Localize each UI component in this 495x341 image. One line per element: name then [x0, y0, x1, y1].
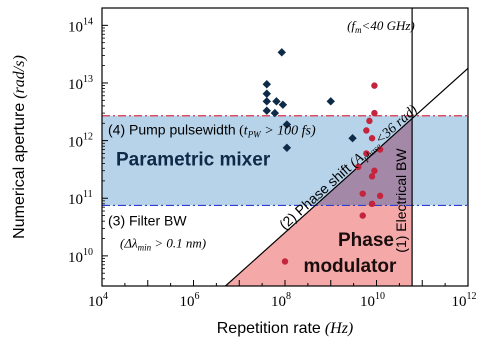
diamond-data-point	[262, 106, 271, 115]
diamond-data-point	[278, 100, 288, 109]
circle-data-point	[368, 173, 376, 180]
diamond-data-point	[348, 134, 357, 143]
filter-limit-condition: (Δλmin > 0.1 nm)	[120, 235, 206, 252]
diamond-data-point	[282, 120, 292, 129]
x-tick-label: 104	[88, 291, 108, 310]
y-tick-label: 1011	[68, 189, 93, 208]
diamond-data-point	[277, 48, 286, 57]
phase-modulator-label-line1: Phase	[338, 230, 394, 251]
circle-data-point	[363, 127, 370, 134]
parametric-mixer-label: Parametric mixer	[116, 149, 271, 170]
circle-data-point	[363, 150, 370, 157]
y-axis-label: Numerical aperture (rad/s)	[11, 55, 28, 239]
x-tick-label: 106	[180, 291, 200, 310]
diamond-data-point	[270, 108, 280, 118]
circle-data-point	[371, 109, 378, 117]
pump-limit-annotation: (4) Pump pulsewidth (tPW > 100 fs)	[108, 122, 316, 140]
electrical-limit-condition: (fm<40 GHz)	[347, 18, 415, 35]
circle-data-point	[359, 212, 366, 219]
diamond-data-point	[282, 143, 292, 153]
circle-data-point	[359, 190, 366, 197]
y-tick-label: 1013	[68, 74, 93, 93]
electrical-limit-annotation: (1) Electrical BW	[393, 148, 409, 253]
x-tick-label: 108	[271, 291, 291, 310]
circle-data-point	[371, 167, 378, 174]
circle-data-point	[376, 192, 384, 200]
y-tick-label: 1014	[68, 16, 93, 35]
circle-data-point	[368, 135, 376, 142]
circle-data-point	[281, 258, 289, 265]
circle-data-point	[355, 163, 362, 171]
circle-data-point	[376, 146, 384, 153]
circle-data-point	[368, 200, 376, 208]
circle-data-point	[366, 117, 373, 125]
diamond-data-point	[272, 97, 281, 106]
diamond-data-point	[262, 80, 271, 89]
filter-limit-annotation: (3) Filter BW	[108, 212, 187, 228]
y-tick-label: 1012	[68, 132, 93, 151]
x-axis-label: Repetition rate (Hz)	[217, 320, 354, 337]
x-tick-label: 1010	[360, 291, 385, 310]
phase-modulator-label-line2: modulator	[304, 256, 397, 277]
circle-data-point	[371, 82, 378, 89]
x-tick-label: 1012	[452, 291, 477, 310]
diamond-data-point	[326, 97, 335, 106]
diamond-data-point	[262, 97, 271, 106]
y-tick-label: 1010	[68, 247, 93, 266]
diamond-data-point	[262, 89, 271, 98]
